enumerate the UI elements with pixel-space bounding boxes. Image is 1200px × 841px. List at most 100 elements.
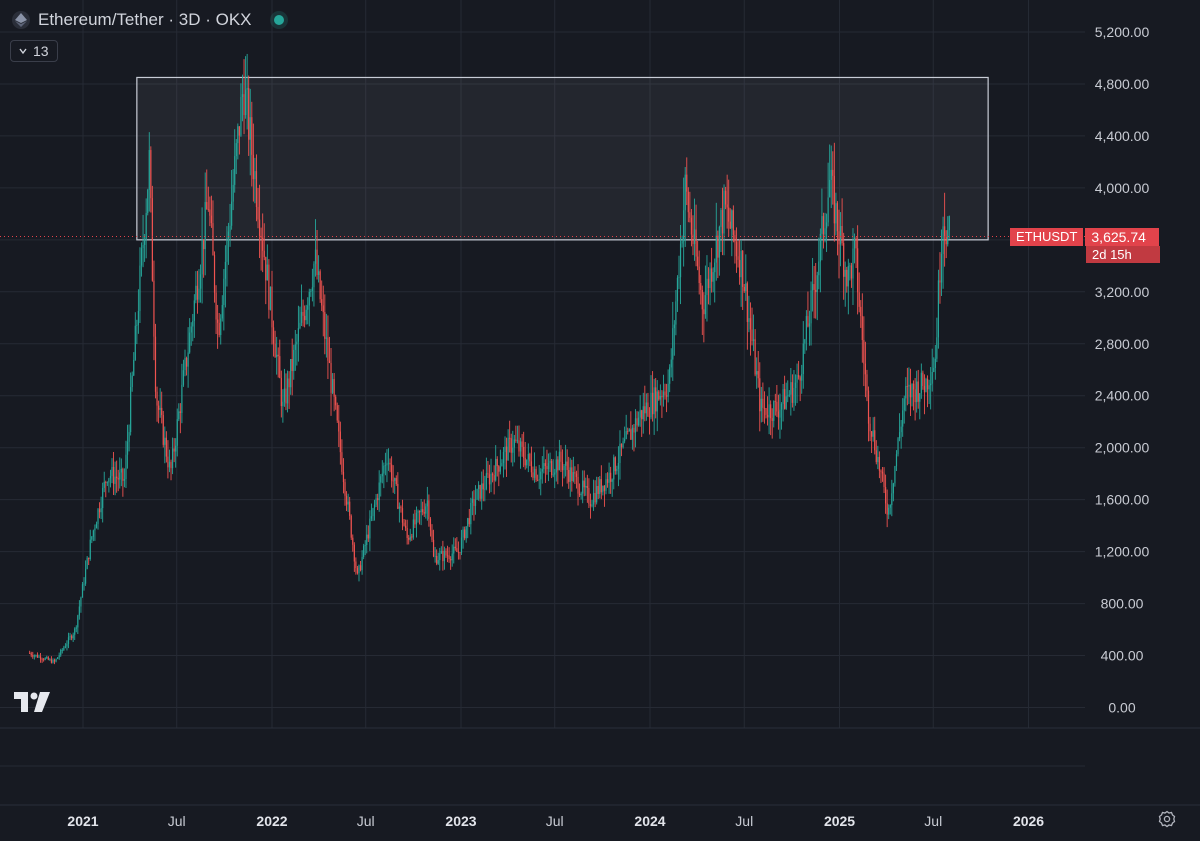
candle [586,474,588,503]
candle [502,447,505,478]
candle-body [585,486,587,488]
candle-body [782,389,784,404]
candle [165,431,167,463]
candle-body [387,462,390,464]
candle [944,192,946,267]
candle [94,524,96,541]
candle-body [704,295,707,315]
candle [128,424,130,452]
candle [373,499,376,521]
candle [148,132,150,212]
candles [29,53,950,665]
candle-body [131,375,133,388]
candle-body [67,637,70,644]
candle [445,548,447,558]
candle-body [799,377,801,381]
candle [933,357,935,373]
symbol-title[interactable]: Ethereum/Tether · 3D · OKX [38,10,252,29]
candle-body [189,332,191,353]
candle-body [470,502,472,525]
candle-body [471,498,473,503]
candle [824,212,826,243]
candle [46,655,48,659]
candle-body [204,202,206,250]
candle-body [777,411,780,418]
candle [757,350,759,388]
candle [207,186,209,212]
candle-body [891,493,893,506]
candle-body [168,461,171,468]
candle [144,234,146,262]
candle [296,333,298,366]
candle [478,481,480,501]
candle [794,374,797,406]
candle [159,388,161,418]
candle [319,269,321,303]
candle [916,370,918,413]
candle [313,261,315,307]
candle-body [44,658,46,660]
candle [111,458,113,484]
candle [349,496,351,520]
candle [457,541,460,560]
candle [227,222,230,265]
candle [290,358,292,395]
candle [756,357,758,389]
candle [145,198,147,259]
candle-body [676,277,679,302]
candle [450,556,452,570]
candle [161,391,163,424]
candle-body [824,228,826,235]
candle-body [700,283,702,290]
tradingview-logo-icon[interactable] [14,692,52,714]
candle-body [796,374,798,383]
candle-body [850,265,853,279]
candle [869,416,871,442]
candle [133,352,135,377]
candle [568,456,570,489]
candle [617,446,620,487]
candle [855,236,857,269]
candle-body [199,274,202,289]
market-status-dot[interactable] [273,15,284,25]
candle [212,200,214,256]
candle [923,374,926,415]
candle-body [577,476,579,494]
candle-body [818,261,820,276]
candle-body [262,237,264,251]
symbol-label: ETHUSDT [1010,228,1084,246]
candle-body [529,453,531,462]
gear-icon[interactable] [1158,810,1176,828]
candle-body [644,406,646,414]
candle-body [690,217,693,235]
indicators-toggle-button[interactable]: 13 [10,40,58,62]
candle [221,295,223,322]
candle [179,403,181,434]
y-tick-label: 1,200.00 [1095,544,1150,560]
candle-body [150,150,152,199]
candle-body [60,650,62,656]
candle [491,472,494,483]
candle [367,525,369,542]
candle [176,408,178,457]
candle-body [279,356,281,378]
candle [881,466,884,482]
candle-body [179,411,181,413]
candle [235,139,237,175]
candle-body [257,206,259,220]
candle [892,482,894,502]
candle [577,464,579,506]
candle [766,396,769,426]
candle-body [721,210,724,234]
candle [300,284,303,327]
candle [442,540,444,571]
candle-body [280,377,282,407]
candle-body [939,280,941,283]
candle [679,224,682,305]
candle [861,293,863,363]
candle-body [426,500,428,507]
candle [721,187,724,256]
candle [380,474,382,497]
candle-body [437,560,439,564]
